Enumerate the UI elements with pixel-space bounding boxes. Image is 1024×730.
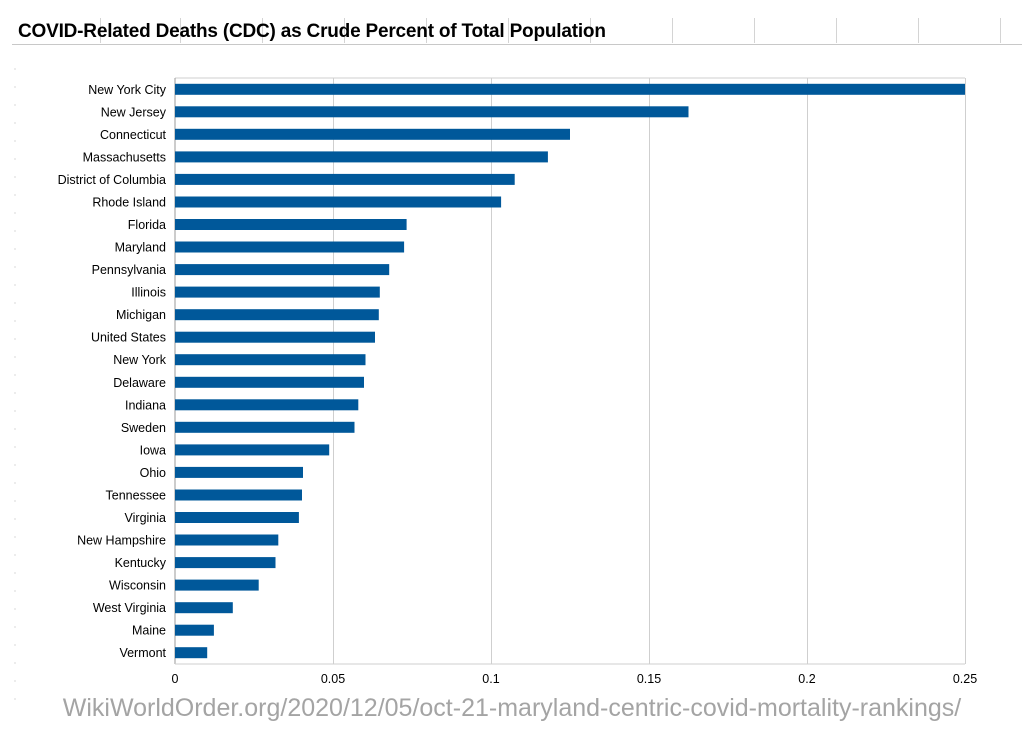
header-divider <box>754 18 755 43</box>
bar <box>175 241 405 253</box>
header-divider <box>918 18 919 43</box>
bar <box>175 331 375 343</box>
header-divider <box>262 18 263 43</box>
bar <box>175 647 208 659</box>
bar <box>175 444 330 456</box>
category-label: Michigan <box>116 308 166 322</box>
category-label: West Virginia <box>93 601 166 615</box>
header-divider <box>836 18 837 43</box>
category-label: Sweden <box>121 421 166 435</box>
category-label: District of Columbia <box>58 173 166 187</box>
x-tick-label: 0.25 <box>953 672 977 686</box>
category-label: Wisconsin <box>109 579 166 593</box>
bar <box>175 151 548 163</box>
x-tick-label: 0.05 <box>321 672 345 686</box>
bar <box>175 106 689 118</box>
x-tick-labels: 0 0.05 0.1 0.15 0.2 0.25 <box>172 672 978 686</box>
category-label: Massachusetts <box>83 150 166 164</box>
category-labels: New York City New Jersey Connecticut Massac… <box>58 83 167 660</box>
category-label: New York <box>113 353 167 367</box>
category-label: Connecticut <box>100 128 167 142</box>
category-label: New Jersey <box>101 105 167 119</box>
bar <box>175 128 570 140</box>
bar <box>175 309 379 321</box>
bar <box>175 579 259 591</box>
category-label: Florida <box>128 218 166 232</box>
header-divider <box>508 18 509 43</box>
bar <box>175 512 299 523</box>
bar <box>175 624 214 636</box>
title-bar: COVID-Related Deaths (CDC) as Crude Perc… <box>12 18 1022 45</box>
x-tick-label: 0.15 <box>637 672 661 686</box>
bar <box>175 466 303 478</box>
bars <box>175 83 965 659</box>
category-label: Iowa <box>140 443 166 457</box>
category-label: Delaware <box>113 376 166 390</box>
category-label: New York City <box>88 83 167 97</box>
category-label: Rhode Island <box>92 196 166 210</box>
category-label: Pennsylvania <box>92 263 166 277</box>
bar-chart: New York City New Jersey Connecticut Massac… <box>58 77 978 686</box>
bar <box>175 421 355 433</box>
category-label: Ohio <box>140 466 166 480</box>
header-divider <box>100 18 101 43</box>
bar <box>175 264 390 276</box>
header-divider <box>672 18 673 43</box>
bar <box>175 534 279 546</box>
bar <box>175 196 502 208</box>
header-divider <box>1000 18 1001 43</box>
bar <box>175 83 965 95</box>
header-divider <box>426 18 427 43</box>
gridlines <box>174 77 966 665</box>
header-divider <box>180 18 181 43</box>
bar <box>175 219 407 230</box>
bar <box>175 286 380 298</box>
bar <box>175 557 276 569</box>
category-label: Tennessee <box>106 489 167 503</box>
x-tick-label: 0.2 <box>798 672 815 686</box>
row-gutter <box>14 60 16 700</box>
bar <box>175 173 515 185</box>
category-label: Vermont <box>119 646 166 660</box>
bar <box>175 354 366 366</box>
header-divider <box>590 18 591 43</box>
category-label: Indiana <box>125 398 166 412</box>
category-label: United States <box>91 331 166 345</box>
category-label: Kentucky <box>115 556 167 570</box>
chart-title: COVID-Related Deaths (CDC) as Crude Perc… <box>18 21 606 42</box>
bar <box>175 489 302 501</box>
header-divider <box>344 18 345 43</box>
category-label: Maryland <box>115 241 166 255</box>
source-url: WikiWorldOrder.org/2020/12/05/oct-21-mar… <box>62 694 962 722</box>
bar <box>175 399 359 411</box>
x-tick-label: 0 <box>172 672 179 686</box>
category-label: Virginia <box>125 511 167 525</box>
category-label: Illinois <box>131 286 166 300</box>
bar <box>175 602 233 614</box>
bar <box>175 376 364 388</box>
x-tick-label: 0.1 <box>482 672 499 686</box>
category-label: Maine <box>132 624 166 638</box>
category-label: New Hampshire <box>77 534 166 548</box>
